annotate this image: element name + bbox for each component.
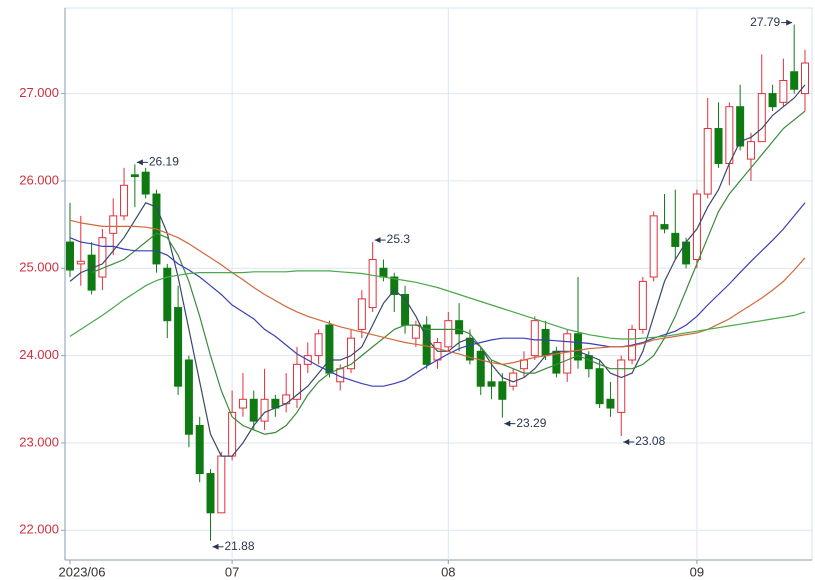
candle-body <box>746 141 755 160</box>
candle-body <box>141 171 150 195</box>
candle-body <box>584 355 593 370</box>
candle-body <box>249 398 258 422</box>
x-tick-label: 07 <box>225 564 239 579</box>
y-tick-label: 27.000 <box>19 85 59 100</box>
candle-body <box>260 398 269 422</box>
annotation: 26.19 <box>149 155 179 169</box>
candle-body <box>638 280 647 330</box>
candle-body <box>692 193 701 261</box>
candle-body <box>206 473 215 514</box>
ma-line <box>69 84 806 457</box>
annotation: 23.29 <box>516 416 546 430</box>
candle-body <box>390 276 399 295</box>
candle-body <box>671 232 680 247</box>
candle-body <box>357 298 366 330</box>
annotation: 25.3 <box>387 232 411 246</box>
candle-body <box>606 398 615 409</box>
candle-body <box>184 359 193 435</box>
candle-body <box>563 333 572 374</box>
candle-body <box>422 324 431 365</box>
candle-body <box>325 324 334 374</box>
ma-line <box>69 202 806 387</box>
candle-body <box>314 333 323 357</box>
ma-line <box>91 110 806 435</box>
candle-body <box>217 455 226 514</box>
annotation: 23.08 <box>635 434 665 448</box>
ma-line <box>69 270 806 340</box>
candle-body <box>87 254 96 291</box>
candle-body <box>530 320 539 357</box>
candle-body <box>779 79 788 103</box>
candle-body <box>163 267 172 322</box>
candle-body <box>541 328 550 357</box>
candle-body <box>66 241 74 271</box>
y-tick-label: 23.000 <box>19 434 59 449</box>
candle-body <box>444 320 453 348</box>
candle-body <box>498 381 507 400</box>
candle-body <box>574 333 583 361</box>
candle-body <box>595 368 604 405</box>
annotation: 21.88 <box>225 539 255 553</box>
candle-body <box>725 106 734 164</box>
candle-body <box>703 128 712 195</box>
candle-body <box>120 184 129 217</box>
candle-body <box>455 320 464 335</box>
ma-line <box>69 219 806 366</box>
candle-body <box>736 106 745 147</box>
candle-body <box>801 62 809 95</box>
y-tick-label: 26.000 <box>19 172 59 187</box>
y-tick-label: 22.000 <box>19 522 59 537</box>
candle-body <box>109 215 118 234</box>
candle-body <box>195 424 204 475</box>
candle-body <box>174 307 183 387</box>
x-tick-label: 08 <box>441 564 455 579</box>
candle-body <box>476 350 485 387</box>
candle-body <box>411 324 420 339</box>
candle-body <box>130 174 139 178</box>
candle-body <box>757 93 766 143</box>
candle-body <box>649 215 658 278</box>
y-tick-label: 24.000 <box>19 347 59 362</box>
candle-body <box>768 93 777 108</box>
candle-body <box>487 381 496 387</box>
candle-body <box>292 363 301 400</box>
candle-body <box>76 260 85 265</box>
plot-frame <box>64 7 813 561</box>
candle-body <box>98 237 107 278</box>
candle-body <box>617 359 626 413</box>
candle-body <box>238 398 247 409</box>
candle-body <box>519 359 528 370</box>
candle-body <box>379 267 388 278</box>
candle-body <box>790 71 799 90</box>
candle-body <box>714 128 723 164</box>
candle-body <box>660 224 669 230</box>
y-tick-label: 25.000 <box>19 260 59 275</box>
x-tick-label: 2023/06 <box>59 564 106 579</box>
annotation: 27.79 <box>750 15 780 29</box>
x-tick-label: 09 <box>690 564 704 579</box>
candle-body <box>509 372 518 387</box>
candle-body <box>368 259 377 309</box>
